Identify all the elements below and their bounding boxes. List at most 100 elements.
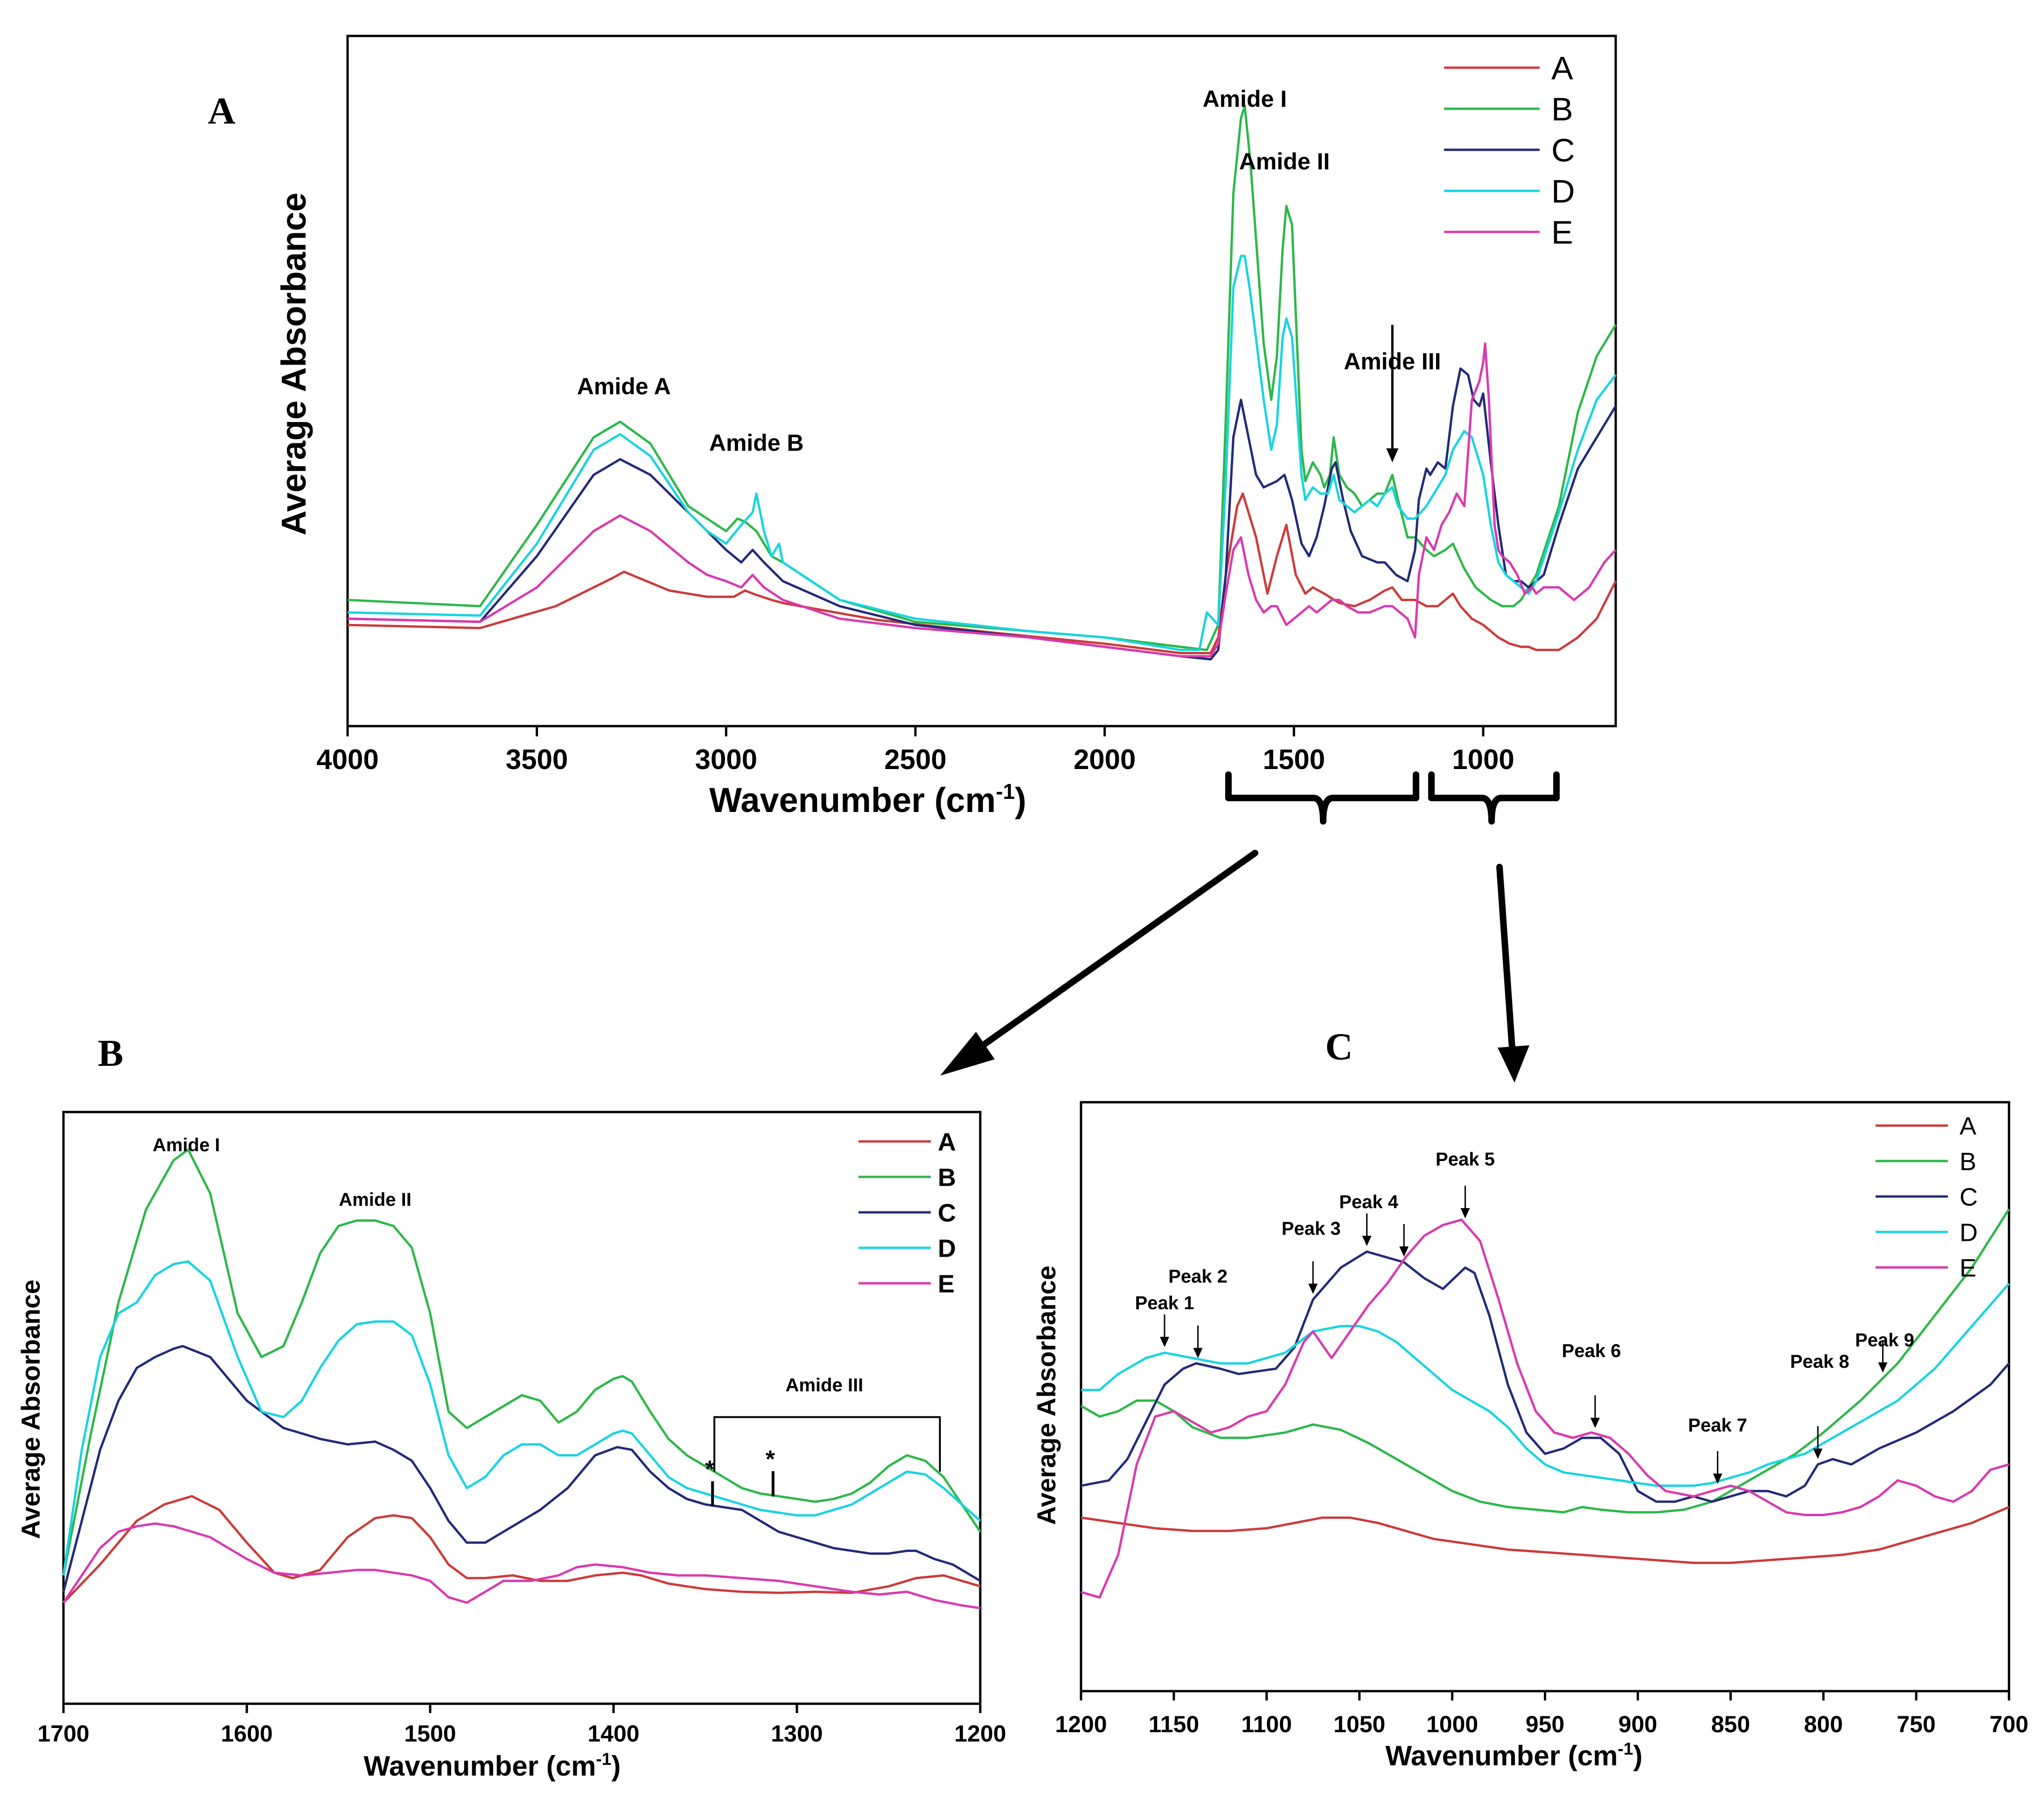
x-tick-label: 1150 — [1149, 1711, 1199, 1737]
series-line-c — [62, 1345, 981, 1592]
annotation-label: Amide B — [709, 430, 804, 456]
peak-arrowhead — [1878, 1362, 1888, 1373]
x-tick-label: 800 — [1804, 1711, 1842, 1737]
legend-label-b: B — [938, 1163, 956, 1191]
series-line-e — [347, 342, 1617, 658]
peak-arrowhead — [1713, 1473, 1723, 1484]
legend-label-a: A — [938, 1128, 956, 1156]
y-axis-title: Average Absorbance — [274, 193, 313, 536]
x-tick-label: 3000 — [695, 744, 757, 775]
panel-b: B 1700 1600 1500 1400 1300 1200 Wavenumber (cm-… — [16, 1032, 1006, 1782]
x-axis-title: Wavenumber (cm-1) — [364, 1749, 621, 1782]
amide3-arrowhead — [1386, 448, 1399, 462]
series-line-e — [62, 1522, 981, 1609]
panel-a: A 4000 3500 3000 2500 2000 1500 1000 Wavenumber … — [208, 35, 1617, 819]
series-line-b — [347, 105, 1617, 651]
zoom-bracket-left — [1225, 771, 1419, 825]
x-tick-label: 700 — [1989, 1711, 2028, 1737]
panel-letter: A — [208, 90, 235, 132]
series-line-c — [1081, 1250, 2010, 1503]
legend-label-d: D — [1551, 173, 1575, 210]
amide3-bracket — [713, 1416, 941, 1472]
annotation-label: Amide II — [339, 1189, 412, 1210]
zoom-arrow-c-head — [1498, 1045, 1529, 1083]
x-tick-label: 1300 — [771, 1721, 823, 1747]
x-tick-label: 850 — [1711, 1711, 1750, 1737]
plot-frame — [62, 1111, 982, 1705]
annotation-label: Peak 6 — [1562, 1341, 1621, 1361]
annotation-label: Amide I — [153, 1135, 220, 1155]
zoom-arrow-b-head — [940, 1032, 995, 1076]
annotation-label: Amide I — [1203, 86, 1287, 112]
annotation-label: Amide A — [577, 373, 671, 399]
peak-arrowhead — [1813, 1448, 1823, 1459]
x-tick-label: 1100 — [1242, 1711, 1292, 1737]
series-line-a — [347, 492, 1617, 654]
x-tick-label: 2500 — [884, 744, 946, 775]
legend-label-a: A — [1551, 50, 1573, 86]
x-tick-label: 1000 — [1426, 1711, 1478, 1737]
plot-frame — [1080, 1101, 2010, 1693]
series-line-d — [347, 255, 1617, 651]
x-tick-label: 1400 — [587, 1721, 639, 1747]
x-tick-label: 4000 — [316, 744, 378, 775]
annotation-label: Peak 8 — [1790, 1351, 1849, 1372]
legend-label-a: A — [1960, 1112, 1976, 1140]
legend-label-d: D — [938, 1234, 956, 1262]
annotation-label: Peak 1 — [1135, 1293, 1194, 1313]
peak-arrowhead — [1362, 1236, 1372, 1246]
legend-label-e: E — [1551, 214, 1573, 251]
annotation-label: Amide II — [1239, 148, 1330, 175]
annotation-label: Amide III — [786, 1375, 864, 1396]
x-axis-title: Wavenumber (cm-1) — [709, 779, 1026, 819]
x-tick-label: 1600 — [221, 1721, 272, 1747]
y-axis-title: Average Absorbance — [1032, 1266, 1061, 1525]
peak-arrowhead — [1160, 1336, 1170, 1347]
x-axis-title: Wavenumber (cm-1) — [1386, 1739, 1643, 1771]
x-tick-label: 900 — [1618, 1711, 1657, 1737]
x-tick-label: 750 — [1897, 1711, 1935, 1737]
annotation-label: Peak 7 — [1688, 1415, 1747, 1436]
zoom-arrow-b-shaft — [958, 850, 1258, 1064]
peak-arrowhead — [1308, 1283, 1318, 1294]
x-tick-label: 1700 — [37, 1721, 89, 1747]
x-tick-label: 1050 — [1333, 1711, 1385, 1737]
legend-label-e: E — [938, 1270, 955, 1298]
annotation-label: Peak 5 — [1436, 1149, 1495, 1170]
series-line-d — [1081, 1282, 2010, 1487]
annotation-label: Peak 3 — [1282, 1218, 1341, 1239]
legend-label-c: C — [938, 1199, 956, 1227]
legend-label-c: C — [1551, 132, 1575, 168]
x-tick-label: 1000 — [1452, 744, 1514, 775]
x-tick-label: 1200 — [1055, 1711, 1107, 1737]
series-line-a — [1081, 1506, 2009, 1564]
zoom-bracket-right — [1428, 771, 1560, 825]
x-tick-label: 1500 — [1263, 744, 1325, 775]
series-line-c — [347, 367, 1617, 661]
x-tick-label: 1200 — [954, 1721, 1006, 1747]
series-line-b — [62, 1148, 982, 1576]
y-axis-title: Average Absorbance — [16, 1280, 45, 1539]
zoom-arrow-c-shaft — [1496, 864, 1516, 1058]
panel-c: C 1200 1150 1100 1050 1000 950 900 850 800 750 700 W… — [1032, 1025, 2029, 1771]
x-tick-label: 3500 — [506, 744, 568, 775]
star-mark: * — [766, 1446, 775, 1473]
panel-letter: C — [1325, 1025, 1353, 1068]
annotation-label: Peak 2 — [1168, 1266, 1228, 1287]
series-line-d — [62, 1260, 981, 1576]
annotation-label: Peak 9 — [1855, 1330, 1914, 1350]
plot-frame — [346, 35, 1617, 728]
series-line-a — [63, 1495, 981, 1604]
legend-label-b: B — [1960, 1147, 1976, 1175]
panel-letter: B — [98, 1032, 124, 1074]
star-mark: * — [705, 1456, 715, 1483]
series-line-b — [1080, 1208, 2010, 1514]
x-tick-label: 2000 — [1074, 744, 1136, 775]
x-tick-label: 1500 — [404, 1721, 456, 1747]
series-line-e — [1081, 1218, 2009, 1599]
legend-label-e: E — [1960, 1254, 1976, 1282]
legend-label-c: C — [1960, 1183, 1978, 1211]
x-tick-label: 950 — [1526, 1711, 1564, 1737]
legend-label-b: B — [1551, 91, 1573, 127]
